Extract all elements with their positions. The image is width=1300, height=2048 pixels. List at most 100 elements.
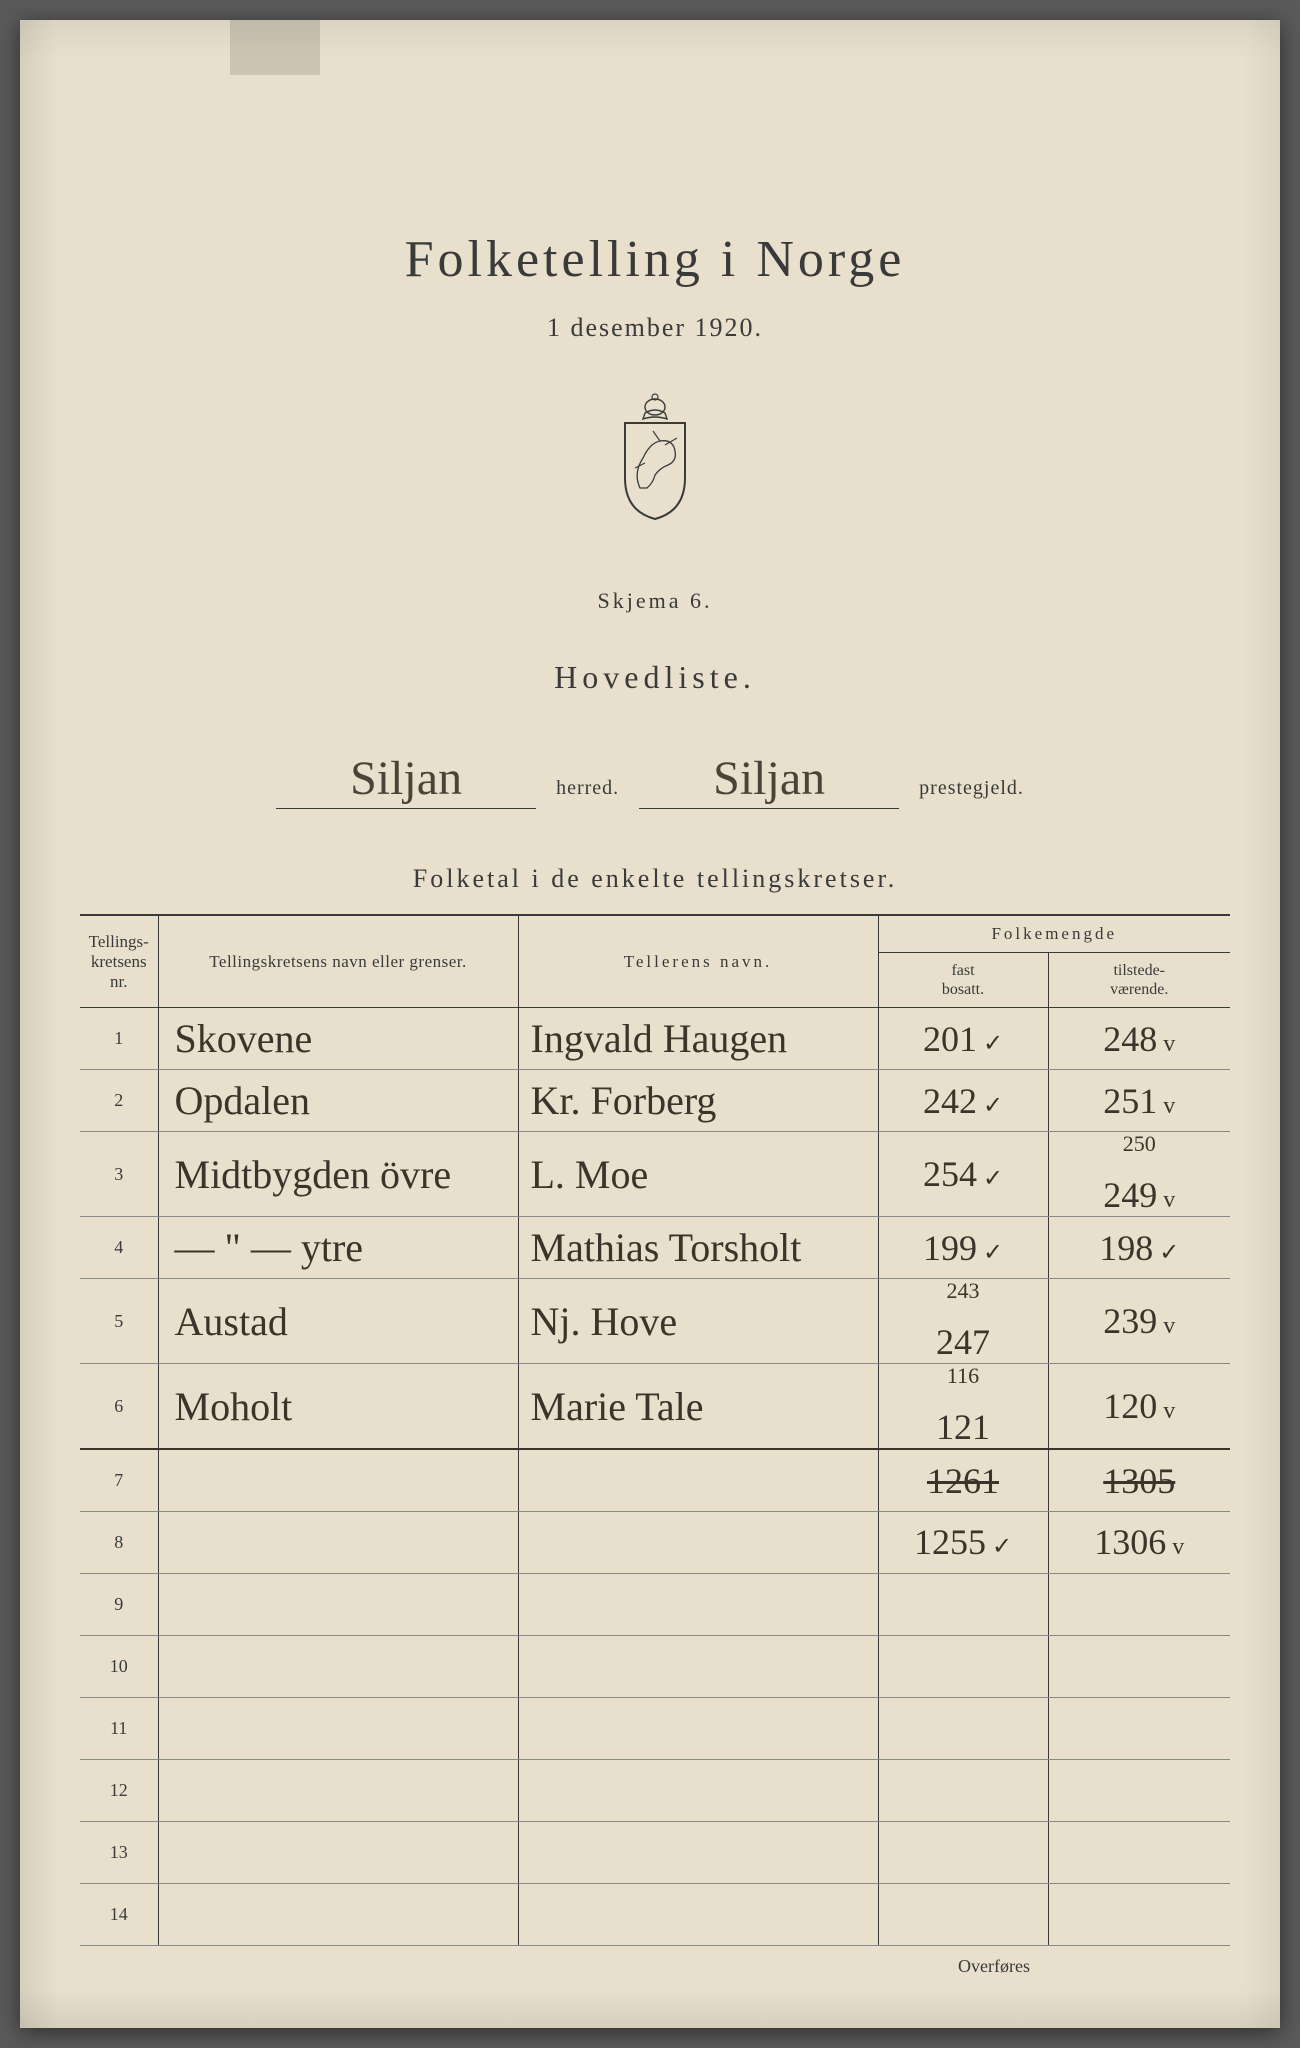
table-row: 1SkoveneIngvald Haugen201✓248v	[80, 1008, 1230, 1070]
row-tilstede	[1048, 1697, 1230, 1759]
col-header-folkemengde: Folkemengde	[878, 916, 1230, 953]
row-nr: 10	[80, 1635, 158, 1697]
row-district-name	[158, 1511, 518, 1573]
row-counter-name	[518, 1883, 878, 1945]
row-counter-name	[518, 1449, 878, 1511]
col-header-tilstede: tilstede- værende.	[1048, 953, 1230, 1008]
row-district-name	[158, 1821, 518, 1883]
row-district-name: Moholt	[158, 1364, 518, 1450]
row-district-name	[158, 1635, 518, 1697]
table-row: 81255✓1306v	[80, 1511, 1230, 1573]
row-counter-name	[518, 1697, 878, 1759]
row-counter-name: Nj. Hove	[518, 1279, 878, 1364]
prestegjeld-label: prestegjeld.	[909, 777, 1034, 800]
row-tilstede: 1305	[1048, 1449, 1230, 1511]
table-row: 10	[80, 1635, 1230, 1697]
table-row: 12	[80, 1759, 1230, 1821]
row-fast-bosatt: 1261	[878, 1449, 1048, 1511]
col-header-teller: Tellerens navn.	[518, 916, 878, 1008]
row-nr: 6	[80, 1364, 158, 1450]
row-fast-bosatt	[878, 1573, 1048, 1635]
table-row: 14	[80, 1883, 1230, 1945]
row-district-name: Skovene	[158, 1008, 518, 1070]
row-counter-name: Kr. Forberg	[518, 1070, 878, 1132]
binding-tab	[230, 20, 320, 75]
row-nr: 7	[80, 1449, 158, 1511]
table-row: 7 12611305	[80, 1449, 1230, 1511]
row-nr: 12	[80, 1759, 158, 1821]
list-title: Hovedliste.	[80, 659, 1230, 696]
row-nr: 8	[80, 1511, 158, 1573]
form-number: Skjema 6.	[80, 588, 1230, 614]
table-row: 3Midtbygden övreL. Moe254✓250249v	[80, 1132, 1230, 1217]
row-tilstede: 250249v	[1048, 1132, 1230, 1217]
row-counter-name	[518, 1759, 878, 1821]
herred-line: Siljan herred. Siljan prestegjeld.	[80, 751, 1230, 809]
row-fast-bosatt	[878, 1635, 1048, 1697]
main-title: Folketelling i Norge	[80, 230, 1230, 289]
row-counter-name	[518, 1511, 878, 1573]
row-tilstede: 251v	[1048, 1070, 1230, 1132]
section-title: Folketal i de enkelte tellingskretser.	[80, 864, 1230, 894]
row-counter-name: Marie Tale	[518, 1364, 878, 1450]
row-counter-name: Ingvald Haugen	[518, 1008, 878, 1070]
table-row: 9	[80, 1573, 1230, 1635]
row-fast-bosatt	[878, 1697, 1048, 1759]
table-row: 6MoholtMarie Tale116121120v	[80, 1364, 1230, 1450]
row-fast-bosatt	[878, 1759, 1048, 1821]
table-row: 4— " — ytreMathias Torsholt199✓198✓	[80, 1217, 1230, 1279]
row-district-name: — " — ytre	[158, 1217, 518, 1279]
row-nr: 13	[80, 1821, 158, 1883]
row-fast-bosatt: 254✓	[878, 1132, 1048, 1217]
row-nr: 14	[80, 1883, 158, 1945]
herred-label: herred.	[546, 777, 629, 800]
row-district-name	[158, 1883, 518, 1945]
row-nr: 9	[80, 1573, 158, 1635]
row-fast-bosatt: 243247	[878, 1279, 1048, 1364]
row-nr: 3	[80, 1132, 158, 1217]
row-district-name: Austad	[158, 1279, 518, 1364]
table-row: 2OpdalenKr. Forberg242✓251v	[80, 1070, 1230, 1132]
row-nr: 2	[80, 1070, 158, 1132]
footer-overfores: Overføres	[80, 1956, 1230, 1977]
census-table: Tellings- kretsens nr. Tellingskretsens …	[80, 914, 1230, 1946]
title-block: Folketelling i Norge 1 desember 1920.	[80, 230, 1230, 343]
row-district-name	[158, 1449, 518, 1511]
row-district-name	[158, 1697, 518, 1759]
date-line: 1 desember 1920.	[80, 313, 1230, 343]
row-fast-bosatt	[878, 1883, 1048, 1945]
table-row: 11	[80, 1697, 1230, 1759]
row-tilstede: 1306v	[1048, 1511, 1230, 1573]
herred-value: Siljan	[276, 751, 536, 809]
row-fast-bosatt: 199✓	[878, 1217, 1048, 1279]
row-counter-name	[518, 1821, 878, 1883]
row-district-name	[158, 1759, 518, 1821]
prestegjeld-value: Siljan	[639, 751, 899, 809]
row-fast-bosatt: 201✓	[878, 1008, 1048, 1070]
row-tilstede: 198✓	[1048, 1217, 1230, 1279]
row-tilstede: 239v	[1048, 1279, 1230, 1364]
row-district-name: Midtbygden övre	[158, 1132, 518, 1217]
row-tilstede	[1048, 1821, 1230, 1883]
row-nr: 4	[80, 1217, 158, 1279]
row-counter-name: Mathias Torsholt	[518, 1217, 878, 1279]
document-page: Folketelling i Norge 1 desember 1920. Sk…	[20, 20, 1280, 2028]
row-tilstede	[1048, 1573, 1230, 1635]
row-nr: 1	[80, 1008, 158, 1070]
row-tilstede: 248v	[1048, 1008, 1230, 1070]
row-tilstede: 120v	[1048, 1364, 1230, 1450]
row-fast-bosatt	[878, 1821, 1048, 1883]
row-nr: 5	[80, 1279, 158, 1364]
coat-of-arms-icon	[600, 393, 710, 533]
row-counter-name	[518, 1635, 878, 1697]
row-fast-bosatt: 116121	[878, 1364, 1048, 1450]
col-header-name: Tellingskretsens navn eller grenser.	[158, 916, 518, 1008]
row-district-name: Opdalen	[158, 1070, 518, 1132]
row-counter-name	[518, 1573, 878, 1635]
table-row: 13	[80, 1821, 1230, 1883]
col-header-fast: fast bosatt.	[878, 953, 1048, 1008]
row-tilstede	[1048, 1759, 1230, 1821]
col-header-nr: Tellings- kretsens nr.	[80, 916, 158, 1008]
row-nr: 11	[80, 1697, 158, 1759]
table-row: 5AustadNj. Hove243247239v	[80, 1279, 1230, 1364]
